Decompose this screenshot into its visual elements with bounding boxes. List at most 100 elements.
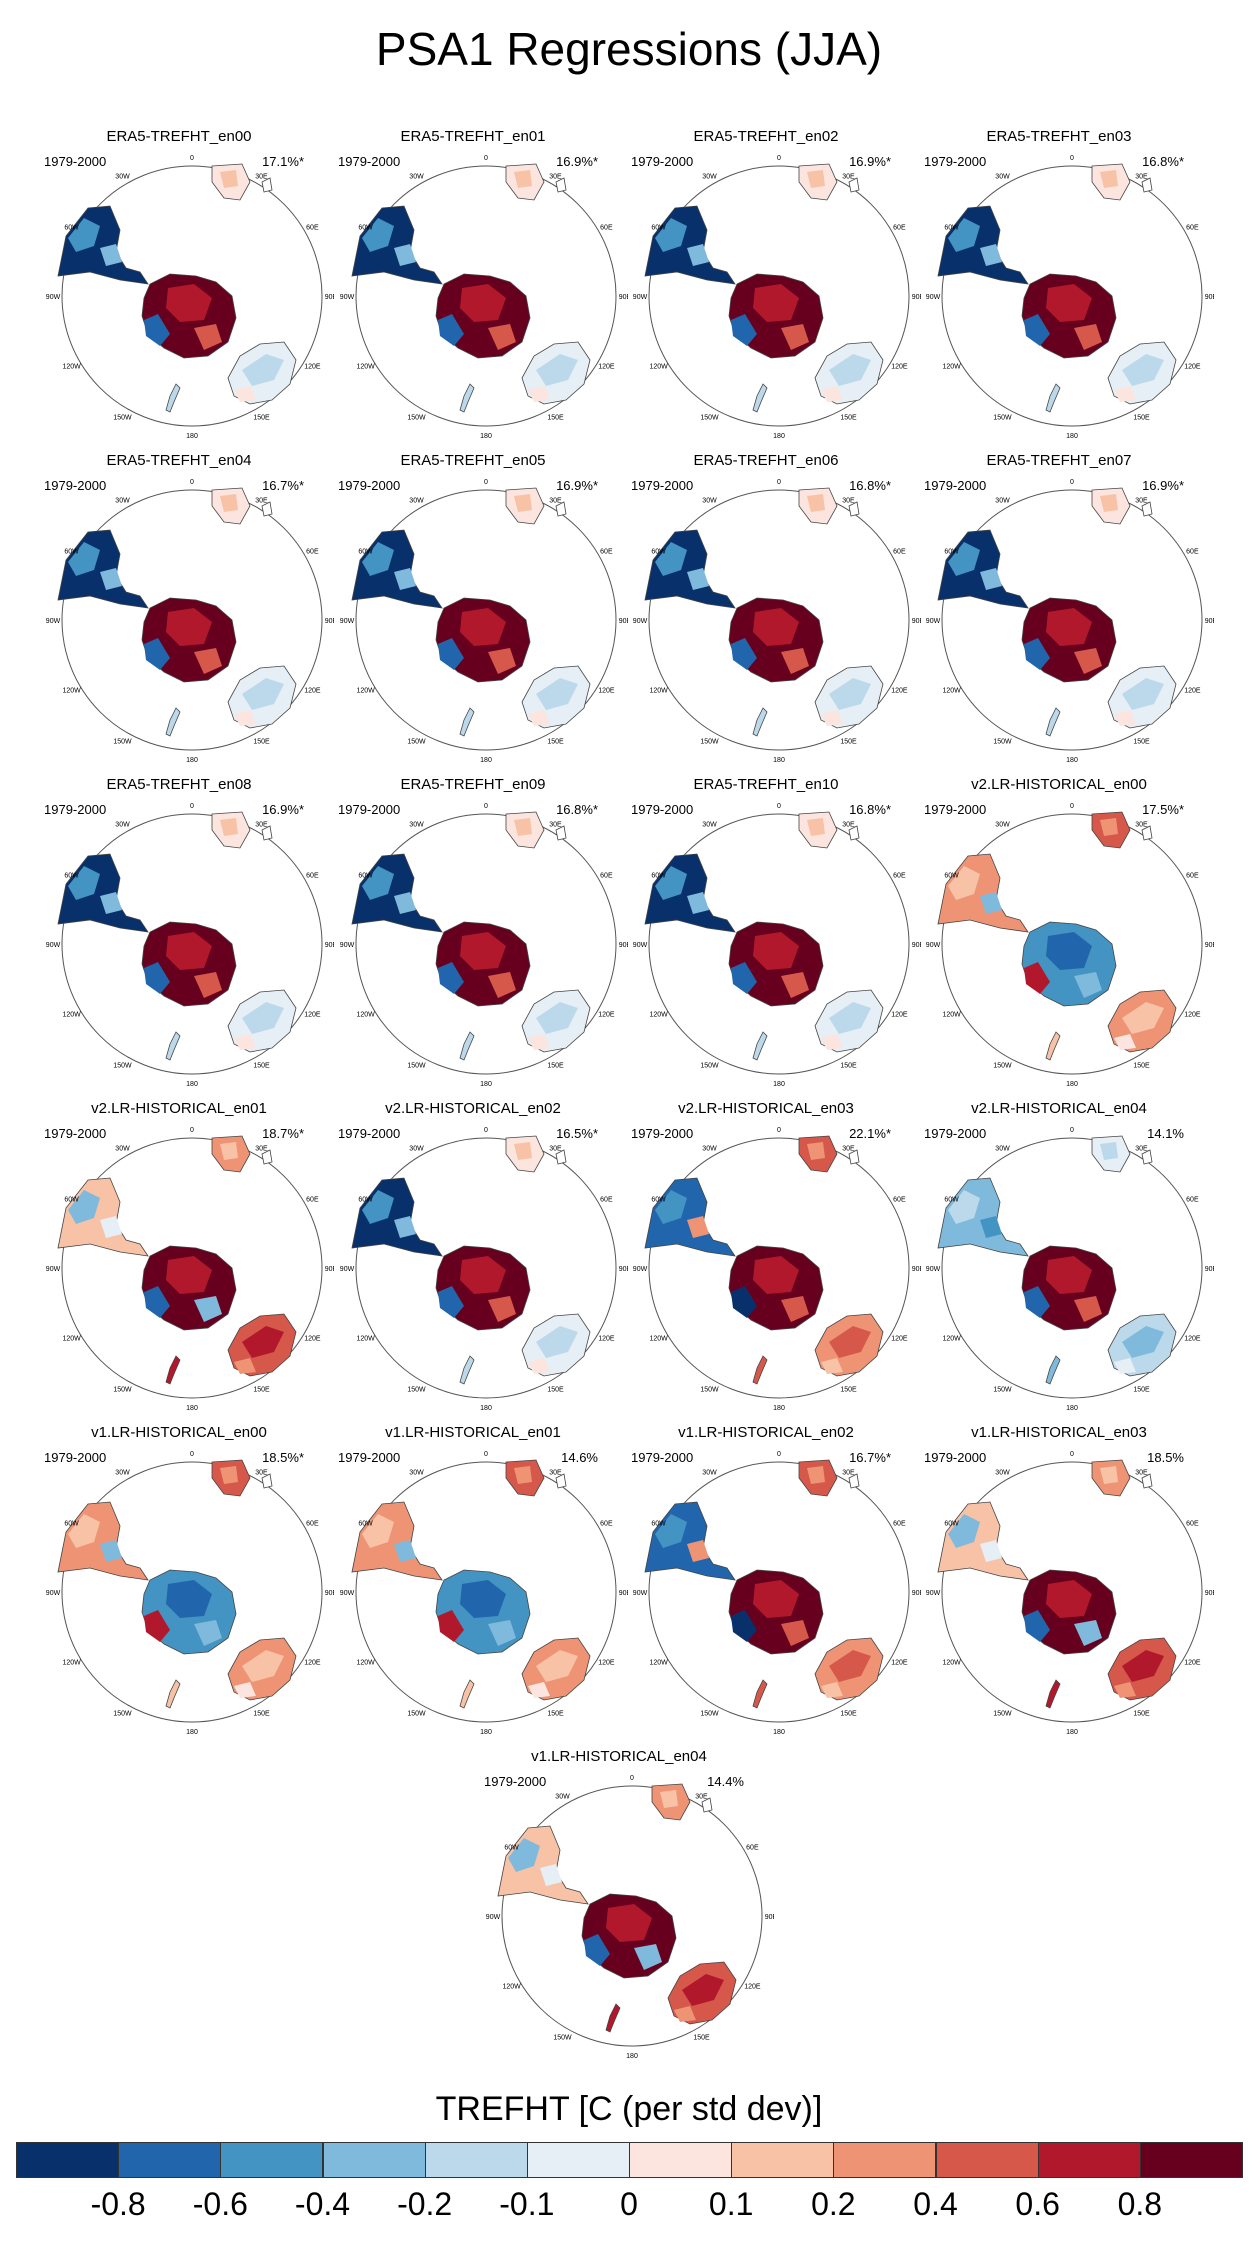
colorbar-swatch bbox=[1037, 2142, 1141, 2178]
longitude-label: 0 bbox=[190, 1127, 194, 1134]
longitude-label: 30W bbox=[115, 1470, 130, 1477]
africa-anomaly bbox=[1100, 170, 1118, 188]
longitude-label: 60E bbox=[600, 873, 613, 880]
australia-anomaly bbox=[829, 1002, 871, 1034]
longitude-label: 30E bbox=[1135, 1146, 1148, 1153]
antarctica-anomaly bbox=[460, 1580, 506, 1618]
australia-anomaly bbox=[234, 1034, 256, 1050]
longitude-label: 150E bbox=[840, 1386, 857, 1393]
longitude-label: 30E bbox=[842, 174, 855, 181]
australia-anomaly bbox=[536, 354, 578, 386]
longitude-label: 0 bbox=[1070, 479, 1074, 486]
longitude-label: 150E bbox=[547, 414, 564, 421]
africa-anomaly bbox=[807, 494, 825, 512]
longitude-label: 0 bbox=[777, 479, 781, 486]
panel-title: v2.LR-HISTORICAL_en03 bbox=[678, 1100, 854, 1117]
antarctica-anomaly bbox=[1024, 1610, 1050, 1642]
south-america-anomaly bbox=[948, 1190, 980, 1224]
antarctica-anomaly bbox=[460, 932, 506, 970]
panel-period: 1979-2000 bbox=[924, 478, 987, 493]
longitude-label: 90E bbox=[325, 942, 334, 949]
new-zealand-shape bbox=[1045, 707, 1061, 737]
longitude-label: 0 bbox=[190, 155, 194, 162]
longitude-label: 120W bbox=[62, 364, 81, 371]
longitude-label: 30E bbox=[549, 174, 562, 181]
panel-variance-explained: 16.9%* bbox=[556, 154, 598, 169]
longitude-label: 120E bbox=[598, 1660, 615, 1667]
longitude-label: 30E bbox=[842, 1470, 855, 1477]
antarctica-anomaly bbox=[488, 972, 516, 998]
longitude-label: 120E bbox=[1184, 1660, 1201, 1667]
longitude-label: 60W bbox=[651, 1197, 666, 1204]
longitude-label: 150E bbox=[1133, 738, 1150, 745]
polar-map: 0 30E 60E 90E 120E 150E 180 150W 120W 90W 60W 30W bbox=[340, 155, 628, 438]
longitude-label: 90W bbox=[926, 1590, 941, 1597]
madagascar-shape bbox=[1141, 1473, 1153, 1489]
longitude-label: 0 bbox=[630, 1775, 634, 1782]
antarctica-anomaly bbox=[194, 1620, 222, 1646]
colorbar-swatch bbox=[1139, 2142, 1243, 2178]
australia-anomaly bbox=[536, 678, 578, 710]
longitude-label: 60E bbox=[1186, 1521, 1199, 1528]
antarctica-anomaly bbox=[781, 324, 809, 350]
south-america-anomaly bbox=[948, 218, 980, 252]
longitude-label: 90W bbox=[46, 942, 61, 949]
longitude-label: 30W bbox=[115, 498, 130, 505]
south-america-anomaly bbox=[980, 244, 1002, 266]
new-zealand-shape bbox=[165, 1679, 181, 1709]
south-america-anomaly bbox=[687, 892, 709, 914]
panel-period: 1979-2000 bbox=[631, 154, 694, 169]
longitude-label: 150W bbox=[700, 1062, 719, 1069]
australia-anomaly bbox=[242, 1650, 284, 1682]
panel-period: 1979-2000 bbox=[631, 1126, 694, 1141]
polar-map: 0 30E 60E 90E 120E 150E 180 150W 120W 90W 60W 30W bbox=[926, 1127, 1214, 1410]
panel-variance-explained: 18.7%* bbox=[262, 1126, 304, 1141]
longitude-label: 30W bbox=[995, 498, 1010, 505]
longitude-label: 150E bbox=[253, 1710, 270, 1717]
longitude-label: 150W bbox=[700, 738, 719, 745]
longitude-label: 180 bbox=[186, 1729, 198, 1734]
colorbar-tick-label: 0.1 bbox=[708, 2186, 754, 2222]
longitude-label: 30W bbox=[702, 498, 717, 505]
panel-title: v2.LR-HISTORICAL_en02 bbox=[385, 1100, 561, 1117]
antarctica-anomaly bbox=[753, 1256, 799, 1294]
antarctica-anomaly bbox=[606, 1904, 652, 1942]
new-zealand-shape bbox=[459, 1355, 475, 1385]
longitude-label: 120W bbox=[942, 1660, 961, 1667]
longitude-label: 60W bbox=[944, 1197, 959, 1204]
panel-title: ERA5-TREFHT_en10 bbox=[693, 776, 839, 793]
colorbar-swatch bbox=[833, 2142, 937, 2178]
longitude-label: 90W bbox=[340, 1266, 355, 1273]
polar-map: 0 30E 60E 90E 120E 150E 180 150W 120W 90W 60W 30W bbox=[46, 1451, 334, 1734]
map-panel: v2.LR-HISTORICAL_en02 1979-2000 16.5%* 0 30E… bbox=[338, 1100, 628, 1410]
africa-anomaly bbox=[220, 494, 238, 512]
panel-period: 1979-2000 bbox=[631, 802, 694, 817]
longitude-label: 180 bbox=[773, 1405, 785, 1410]
longitude-label: 90E bbox=[912, 618, 921, 625]
longitude-label: 150E bbox=[840, 1710, 857, 1717]
madagascar-shape bbox=[555, 825, 567, 841]
longitude-label: 120W bbox=[356, 1660, 375, 1667]
panel-title: v2.LR-HISTORICAL_en01 bbox=[91, 1100, 267, 1117]
longitude-label: 30E bbox=[1135, 498, 1148, 505]
australia-anomaly bbox=[234, 1682, 256, 1698]
south-america-anomaly bbox=[948, 542, 980, 576]
panel-variance-explained: 16.7%* bbox=[262, 478, 304, 493]
panel-variance-explained: 16.8%* bbox=[556, 802, 598, 817]
longitude-label: 60E bbox=[306, 225, 319, 232]
madagascar-shape bbox=[555, 1149, 567, 1165]
longitude-label: 30E bbox=[255, 174, 268, 181]
antarctica-anomaly bbox=[1074, 1620, 1102, 1646]
longitude-label: 60E bbox=[600, 1197, 613, 1204]
south-america-anomaly bbox=[948, 866, 980, 900]
africa-anomaly bbox=[514, 818, 532, 836]
colorbar-tick-label: -0.2 bbox=[397, 2186, 453, 2222]
longitude-label: 120W bbox=[942, 1336, 961, 1343]
longitude-label: 120W bbox=[356, 1336, 375, 1343]
africa-anomaly bbox=[807, 1466, 825, 1484]
longitude-label: 30E bbox=[255, 822, 268, 829]
antarctica-anomaly bbox=[460, 608, 506, 646]
antarctica-anomaly bbox=[1024, 314, 1050, 346]
panel-period: 1979-2000 bbox=[484, 1774, 547, 1789]
colorbar-swatch bbox=[935, 2142, 1039, 2178]
